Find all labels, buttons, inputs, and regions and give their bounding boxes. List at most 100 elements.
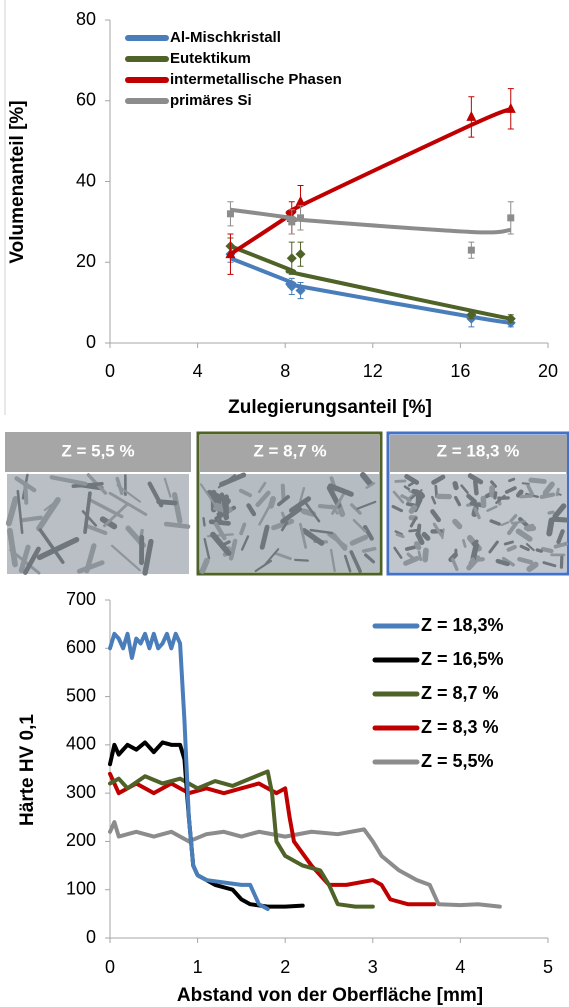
- texture: [523, 483, 529, 484]
- texture: [463, 540, 465, 546]
- texture: [518, 492, 521, 495]
- texture: [543, 549, 551, 551]
- texture: [498, 561, 508, 564]
- y-tick-label: 0: [86, 332, 96, 352]
- texture: [510, 479, 514, 481]
- x-tick-label: 2: [280, 957, 290, 977]
- x-tick-label: 16: [450, 361, 470, 381]
- texture: [211, 522, 228, 524]
- legend-label: Al-Mischkristall: [170, 29, 281, 46]
- texture: [537, 550, 541, 551]
- x-tick-label: 5: [543, 957, 553, 977]
- texture: [455, 522, 460, 527]
- texture: [417, 544, 419, 548]
- texture: [531, 480, 544, 481]
- data-point: [466, 111, 476, 121]
- panel-label: Z = 8,7 %: [253, 441, 326, 460]
- texture: [542, 495, 553, 497]
- texture: [471, 503, 481, 505]
- legend-label: Z = 8,7 %: [421, 683, 499, 703]
- texture: [419, 552, 421, 560]
- texture: [295, 560, 308, 561]
- texture: [526, 526, 532, 528]
- texture: [519, 559, 531, 562]
- texture: [425, 550, 426, 559]
- legend-label: Z = 18,3%: [421, 615, 504, 635]
- y-tick-label: 60: [76, 90, 96, 110]
- x-tick-label: 4: [455, 957, 465, 977]
- texture: [397, 534, 403, 536]
- legend-label: primäres Si: [170, 92, 252, 109]
- data-point: [507, 214, 514, 221]
- y-tick-label: 200: [66, 830, 96, 850]
- x-tick-label: 0: [105, 361, 115, 381]
- x-tick-label: 20: [538, 361, 558, 381]
- y-tick-label: 100: [66, 878, 96, 898]
- texture: [521, 496, 531, 497]
- texture: [424, 535, 428, 539]
- legend-label: Z = 5,5%: [421, 751, 494, 771]
- y-tick-label: 0: [86, 927, 96, 947]
- texture: [557, 489, 558, 495]
- data-point: [296, 196, 306, 206]
- x-tick-label: 8: [280, 361, 290, 381]
- panel-label: Z = 5,5 %: [61, 441, 134, 460]
- x-tick-label: 3: [368, 957, 378, 977]
- data-point: [287, 253, 297, 263]
- texture: [471, 559, 473, 563]
- texture: [554, 519, 566, 520]
- texture: [418, 534, 422, 542]
- y-tick-label: 300: [66, 782, 96, 802]
- texture: [410, 530, 418, 531]
- trend-line: [230, 246, 510, 319]
- data-point: [506, 103, 516, 113]
- texture: [549, 512, 553, 513]
- texture: [455, 484, 456, 488]
- panel-label: Z = 18,3 %: [437, 441, 520, 460]
- data-point: [296, 249, 306, 259]
- y-tick-label: 700: [66, 589, 96, 609]
- y-axis-title: Härte HV 0,1: [17, 714, 38, 826]
- texture: [283, 486, 284, 499]
- figure: Zulegierungsanteil [%] Volumenanteil [%]…: [0, 0, 569, 1007]
- texture: [475, 482, 476, 494]
- texture: [166, 524, 188, 527]
- x-tick-label: 1: [193, 957, 203, 977]
- legend-label: Z = 16,5%: [421, 649, 504, 669]
- y-tick-label: 600: [66, 637, 96, 657]
- texture: [495, 493, 496, 498]
- texture: [473, 541, 476, 544]
- texture: [202, 561, 206, 571]
- data-point: [297, 214, 304, 221]
- y-axis-title: Volumenanteil [%]: [7, 100, 28, 263]
- x-tick-label: 0: [105, 957, 115, 977]
- texture: [414, 491, 422, 494]
- legend-label: Z = 8,3 %: [421, 717, 499, 737]
- x-tick-label: 4: [193, 361, 203, 381]
- texture: [509, 547, 515, 550]
- data-point: [468, 247, 475, 254]
- x-tick-label: 12: [363, 361, 383, 381]
- y-tick-label: 80: [76, 9, 96, 29]
- texture: [23, 518, 41, 520]
- texture: [505, 542, 512, 544]
- texture: [407, 547, 415, 549]
- data-point: [227, 210, 234, 217]
- texture: [204, 518, 205, 525]
- legend-label: Eutektikum: [170, 50, 251, 67]
- y-tick-label: 500: [66, 685, 96, 705]
- y-tick-label: 40: [76, 170, 96, 190]
- texture: [396, 481, 405, 482]
- texture: [364, 549, 375, 551]
- y-tick-label: 20: [76, 251, 96, 271]
- x-axis-title: Zulegierungsanteil [%]: [228, 397, 432, 418]
- texture: [549, 520, 551, 533]
- data-line: [110, 634, 268, 909]
- data-point: [288, 218, 295, 225]
- legend-label: intermetallische Phasen: [170, 71, 342, 88]
- texture: [411, 507, 414, 511]
- texture: [556, 544, 566, 547]
- texture: [529, 565, 535, 569]
- x-axis-title: Abstand von der Oberfläche [mm]: [177, 985, 483, 1006]
- y-tick-label: 400: [66, 734, 96, 754]
